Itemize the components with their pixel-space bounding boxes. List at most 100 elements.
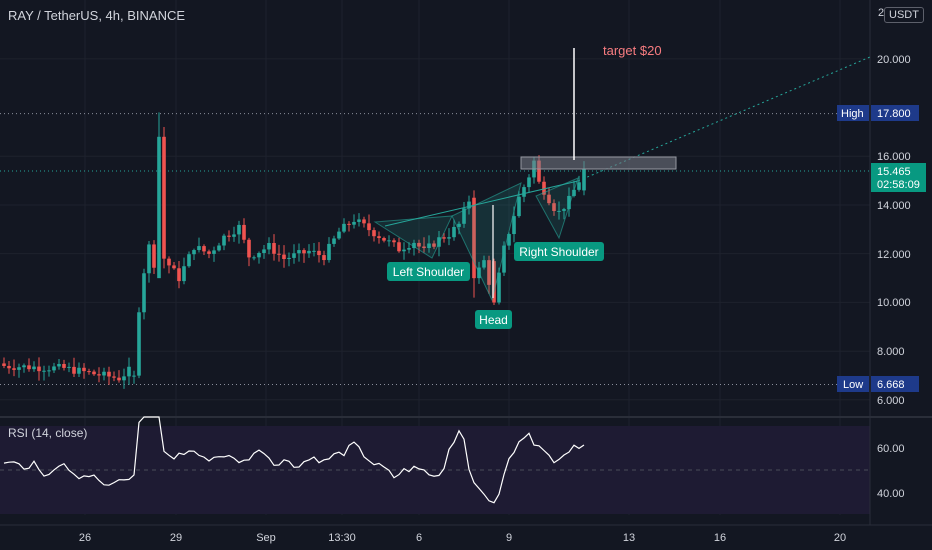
candle-body bbox=[102, 371, 106, 376]
candle-body bbox=[227, 235, 231, 237]
candle-body bbox=[67, 366, 71, 368]
symbol-title[interactable]: RAY / TetherUS, 4h, BINANCE bbox=[8, 8, 186, 23]
candle-body bbox=[322, 255, 326, 261]
head-callout[interactable]: Head bbox=[475, 310, 512, 329]
candle-body bbox=[332, 238, 336, 244]
time-label: 13:30 bbox=[328, 532, 356, 544]
price-tick: 20.000 bbox=[877, 54, 911, 66]
price-axis[interactable]: 2 20.000 16.000 14.000 12.000 10.000 8.0… bbox=[877, 7, 911, 500]
candle-body bbox=[247, 239, 251, 258]
neckline-solid bbox=[384, 180, 579, 227]
time-label: Sep bbox=[256, 532, 276, 544]
candle-body bbox=[252, 257, 256, 259]
candle-body bbox=[352, 221, 356, 225]
candle-body bbox=[152, 244, 156, 268]
candle-body bbox=[87, 371, 91, 373]
candle-body bbox=[267, 243, 271, 250]
candle-body bbox=[342, 223, 346, 232]
candle-body bbox=[237, 224, 241, 235]
high-label: High bbox=[841, 108, 864, 120]
candle-body bbox=[107, 371, 111, 377]
candle-body bbox=[347, 223, 351, 225]
candle-body bbox=[162, 136, 166, 259]
candle-body bbox=[577, 182, 581, 190]
rsi-indicator-label[interactable]: RSI (14, close) bbox=[8, 426, 88, 440]
candle-body bbox=[492, 261, 496, 303]
candle-body bbox=[272, 243, 276, 254]
currency-selector[interactable]: USDT bbox=[884, 7, 924, 23]
candle-body bbox=[327, 243, 331, 261]
price-tick: 16.000 bbox=[877, 151, 911, 163]
low-value: 6.668 bbox=[877, 379, 905, 391]
candle-body bbox=[27, 365, 31, 370]
candle-body bbox=[517, 196, 521, 217]
candle-body bbox=[217, 245, 221, 251]
candle-body bbox=[552, 203, 556, 211]
candle-body bbox=[567, 195, 571, 210]
candle-body bbox=[557, 210, 561, 212]
candle-body bbox=[542, 181, 546, 195]
candle-body bbox=[167, 258, 171, 266]
candle-body bbox=[92, 371, 96, 375]
candle-body bbox=[297, 250, 301, 254]
time-axis[interactable]: 26 29 Sep 13:30 6 9 13 16 20 bbox=[79, 532, 846, 544]
candle-body bbox=[277, 253, 281, 255]
candle-body bbox=[47, 370, 51, 372]
candle-body bbox=[572, 189, 576, 196]
hs-right-shoulder-fill bbox=[535, 177, 579, 240]
candle-body bbox=[257, 253, 261, 258]
candle-body bbox=[447, 237, 451, 239]
high-price-marker: High 17.800 bbox=[837, 105, 919, 121]
candle-body bbox=[232, 234, 236, 237]
candle-body bbox=[147, 244, 151, 274]
candle-body bbox=[207, 251, 211, 254]
right-shoulder-callout[interactable]: Right Shoulder bbox=[514, 242, 604, 261]
candle-body bbox=[202, 246, 206, 252]
candle-body bbox=[512, 216, 516, 235]
candle-body bbox=[52, 366, 56, 371]
candle-body bbox=[357, 219, 361, 222]
candle-body bbox=[172, 265, 176, 269]
candle-body bbox=[142, 273, 146, 313]
candle-body bbox=[547, 194, 551, 204]
candle-body bbox=[212, 250, 216, 254]
low-price-marker: Low 6.668 bbox=[837, 376, 919, 392]
left-shoulder-label: Left Shoulder bbox=[393, 265, 464, 279]
candle-body bbox=[2, 363, 6, 366]
candle-body bbox=[392, 240, 396, 243]
candle-body bbox=[562, 209, 566, 211]
time-label: 20 bbox=[834, 532, 846, 544]
candle-body bbox=[182, 266, 186, 282]
candle-body bbox=[72, 366, 76, 374]
resistance-zone bbox=[520, 156, 677, 170]
time-label: 29 bbox=[170, 532, 182, 544]
candle-body bbox=[32, 366, 36, 370]
candle-body bbox=[37, 366, 41, 372]
candle-body bbox=[282, 254, 286, 260]
candle-body bbox=[242, 224, 246, 240]
candle-body bbox=[157, 136, 161, 279]
candle-body bbox=[262, 249, 266, 254]
candle-body bbox=[372, 230, 376, 237]
candle-body bbox=[442, 237, 446, 239]
time-label: 13 bbox=[623, 532, 635, 544]
candle-body bbox=[362, 219, 366, 224]
time-label: 16 bbox=[714, 532, 726, 544]
target-label[interactable]: target $20 bbox=[603, 43, 662, 58]
candle-body bbox=[62, 363, 66, 368]
candle-body bbox=[522, 187, 526, 197]
candle-body bbox=[82, 367, 86, 372]
candle-body bbox=[472, 197, 476, 279]
candle-body bbox=[17, 367, 21, 370]
candles bbox=[2, 112, 586, 389]
candle-body bbox=[12, 368, 16, 370]
candle-body bbox=[507, 234, 511, 246]
candle-body bbox=[312, 250, 316, 252]
left-shoulder-callout[interactable]: Left Shoulder bbox=[387, 262, 470, 281]
candle-body bbox=[7, 365, 11, 369]
candle-body bbox=[437, 237, 441, 247]
candle-body bbox=[22, 365, 26, 368]
time-label: 6 bbox=[416, 532, 422, 544]
candle-body bbox=[112, 376, 116, 378]
